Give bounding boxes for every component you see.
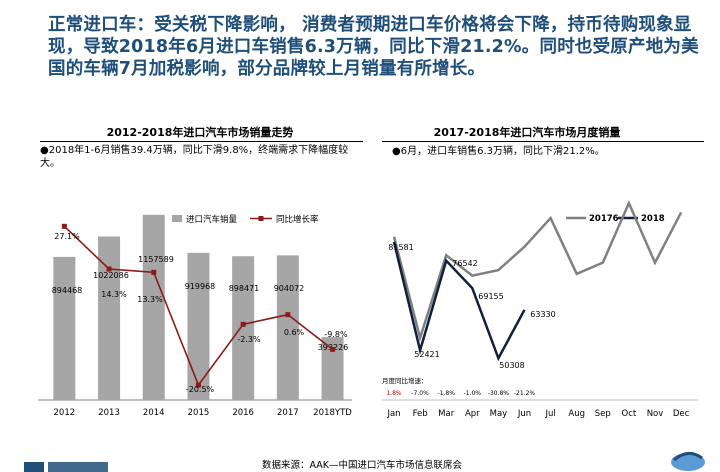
bar-value-label: 898471 [229,284,260,293]
x-tick-label: Oct [622,409,637,419]
bar [187,252,210,400]
x-tick-label: 2012 [54,408,76,418]
bar-value-label: 1022086 [93,271,129,280]
x-tick-label: Feb [413,409,428,419]
series-2018-value-label: 81581 [388,243,413,252]
growth-rate-value: -1.0% [464,390,482,397]
growth-value-label: 14.3% [101,290,127,299]
x-tick-label: 2018YTD [313,408,352,418]
series-2018-value-label: 52421 [414,350,439,359]
legend-line-label: 同比增长率 [276,214,319,225]
x-tick-label: 2015 [188,408,210,418]
x-tick-label: 2013 [98,408,120,418]
bar [98,236,121,400]
bar-value-label: 904072 [274,284,305,293]
right-panel-title: 2017-2018年进口汽车市场月度销量 [433,126,621,139]
x-tick-label: Nov [647,409,664,419]
legend-bar-swatch [172,215,182,222]
growth-rate-value: -21.2% [514,390,536,397]
growth-point [106,266,112,272]
growth-value-label: 13.3% [137,295,163,304]
x-tick-label: Jul [544,409,555,419]
growth-value-label: 27.1% [54,232,80,241]
x-tick-label: Apr [465,409,480,419]
bar-value-label: 1157589 [138,255,174,264]
legend-2017-label: 20176 [589,214,619,224]
growth-value-label: -2.3% [237,335,261,344]
x-tick-label: Jan [386,409,400,419]
x-tick-label: Mar [438,409,455,419]
bar [276,255,299,400]
series-2018-value-label: 76542 [452,259,477,268]
x-tick-label: Aug [568,409,585,419]
right-title-rule [382,141,704,142]
series-2018-value-label: 50308 [499,361,524,370]
legend-bar-label: 进口汽车销量 [186,214,238,225]
x-tick-label: Sep [595,409,611,419]
right-panel-bullet: ●6月，进口车销售6.3万辆，同比下滑21.2%。 [392,146,605,157]
legend-line-marker [258,216,264,221]
growth-value-label: -9.8% [324,330,348,339]
data-source-footer: 数据来源：AAK—中国进口汽车市场信息联席会 [262,460,462,471]
series-2018-line [392,241,526,362]
growth-point [240,321,246,327]
x-tick-label: 2017 [277,408,299,418]
series-2017-line [392,200,683,343]
series-2018-value-label: 69155 [478,292,503,301]
bar [53,256,76,400]
left-panel-bullet: ●2018年1-6月销售39.4万辆，同比下滑9.8%，终端需求下降幅度较大。 [40,145,349,169]
bar [232,256,255,400]
x-tick-label: 2016 [232,408,254,418]
x-tick-label: Jun [517,409,531,419]
growth-point [151,269,157,275]
growth-value-label: 0.6% [284,328,305,337]
legend-2018-label: 2018 [641,214,665,224]
brand-logo-left [24,462,108,472]
growth-rate-value: 1.8% [386,390,402,397]
x-tick-label: Dec [673,409,690,419]
bar-value-label: 894468 [52,286,83,295]
growth-point [285,312,291,318]
growth-rate-value: -30.8% [488,390,510,397]
x-tick-label: May [490,409,508,419]
growth-value-label: -20.5% [186,385,215,394]
growth-rate-value: -1.8% [437,390,455,397]
left-title-rule [40,141,363,142]
brand-logo-right [671,452,705,471]
growth-rate-value: -7.0% [411,390,429,397]
growth-point [330,346,336,352]
growth-point [195,382,201,388]
growth-rate-caption: 月度同比增速： [382,376,428,385]
bar [321,337,344,400]
growth-point [61,223,67,229]
bar-value-label: 919968 [185,282,216,291]
left-panel-title: 2012-2018年进口汽车市场销量走势 [106,126,294,139]
headline: 正常进口车：受关税下降影响， 消费者预期进口车价格将会下降，持币待购现象显现，导… [48,15,699,79]
series-2018-value-label: 63330 [530,310,555,319]
bar [142,214,165,400]
x-tick-label: 2014 [143,408,165,418]
